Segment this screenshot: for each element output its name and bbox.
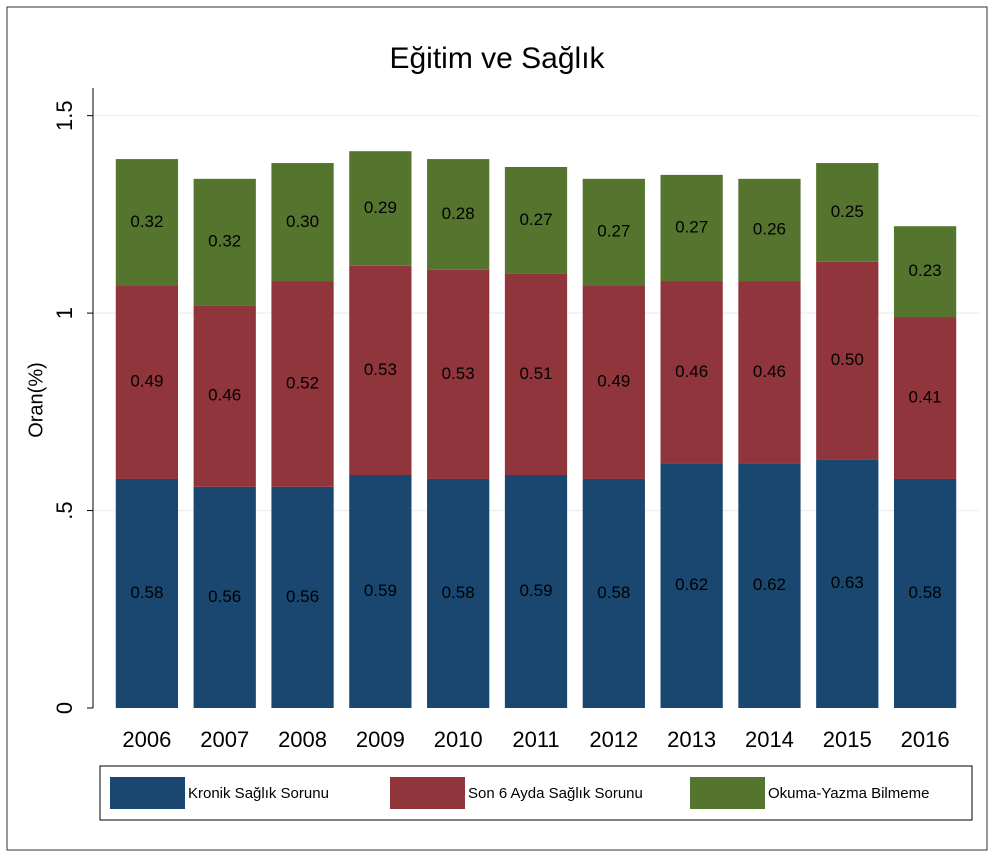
bar-segment xyxy=(738,281,801,464)
y-tick-label: .5 xyxy=(52,501,77,519)
value-label: 0.59 xyxy=(364,581,397,600)
value-label: 0.62 xyxy=(675,575,708,594)
bar-segment xyxy=(193,305,256,487)
value-label: 0.49 xyxy=(597,372,630,391)
bar-segment xyxy=(504,475,568,708)
bar-segment xyxy=(115,159,179,286)
value-label: 0.29 xyxy=(364,198,397,217)
legend-label: Son 6 Ayda Sağlık Sorunu xyxy=(468,785,643,802)
bar-segment xyxy=(582,285,645,479)
bar-segment xyxy=(193,178,256,306)
value-label: 0.51 xyxy=(519,364,552,383)
value-label: 0.30 xyxy=(286,212,319,231)
bar-segment xyxy=(660,174,723,282)
value-label: 0.52 xyxy=(286,374,319,393)
bar-segment xyxy=(816,163,879,262)
value-label: 0.49 xyxy=(130,372,163,391)
bar-segment xyxy=(271,486,334,708)
bar-segment xyxy=(271,163,334,282)
x-tick-label: 2008 xyxy=(278,727,327,752)
value-label: 0.28 xyxy=(442,204,475,223)
x-tick-label: 2010 xyxy=(434,727,483,752)
x-tick-label: 2009 xyxy=(356,727,405,752)
bar-segment xyxy=(816,261,879,460)
value-label: 0.62 xyxy=(753,575,786,594)
value-label: 0.58 xyxy=(130,583,163,602)
bar-segment xyxy=(349,151,412,266)
y-axis-title: Oran(%) xyxy=(25,362,47,438)
bar-segment xyxy=(427,269,490,479)
x-tick-label: 2006 xyxy=(122,727,171,752)
bar-segment xyxy=(349,265,412,476)
bar-segment xyxy=(660,281,723,464)
bar-segment xyxy=(893,226,957,318)
legend-box xyxy=(99,765,973,821)
value-label: 0.58 xyxy=(442,583,475,602)
value-label: 0.53 xyxy=(364,360,397,379)
legend-swatch xyxy=(690,777,765,809)
y-tick-label: 1 xyxy=(52,307,77,319)
value-label: 0.53 xyxy=(442,364,475,383)
x-tick-label: 2007 xyxy=(200,727,249,752)
value-label: 0.23 xyxy=(909,261,942,280)
x-tick-label: 2016 xyxy=(901,727,950,752)
value-label: 0.32 xyxy=(130,212,163,231)
value-label: 0.32 xyxy=(208,231,241,250)
value-label: 0.46 xyxy=(208,386,241,405)
value-label: 0.59 xyxy=(519,581,552,600)
value-label: 0.58 xyxy=(909,583,942,602)
bar-segment xyxy=(349,475,412,708)
bar-segment xyxy=(504,166,568,274)
value-label: 0.58 xyxy=(597,583,630,602)
legend-label: Okuma-Yazma Bilmeme xyxy=(768,785,929,802)
value-label: 0.26 xyxy=(753,220,786,239)
bar-segment xyxy=(738,463,801,708)
value-label: 0.46 xyxy=(675,362,708,381)
bar-segment xyxy=(893,317,957,479)
bar-segment xyxy=(738,178,801,282)
x-tick-label: 2012 xyxy=(589,727,638,752)
value-label: 0.56 xyxy=(208,587,241,606)
value-label: 0.46 xyxy=(753,362,786,381)
chart-title: Eğitim ve Sağlık xyxy=(389,42,605,75)
value-label: 0.27 xyxy=(597,222,630,241)
value-label: 0.27 xyxy=(519,210,552,229)
y-tick-label: 1.5 xyxy=(52,100,77,131)
bar-segment xyxy=(504,273,568,476)
legend-swatch xyxy=(110,777,185,809)
bar-segment xyxy=(427,478,490,708)
bar-segment xyxy=(893,478,957,708)
bar-segment xyxy=(660,463,723,708)
value-label: 0.56 xyxy=(286,587,319,606)
x-tick-label: 2011 xyxy=(512,727,559,752)
bar-segment xyxy=(816,459,879,708)
x-tick-label: 2015 xyxy=(823,727,872,752)
x-tick-label: 2013 xyxy=(667,727,716,752)
bar-segment xyxy=(115,285,179,479)
bar-segment xyxy=(582,178,645,286)
value-label: 0.27 xyxy=(675,218,708,237)
bar-segment xyxy=(193,486,256,708)
value-label: 0.41 xyxy=(909,387,942,406)
legend-label: Kronik Sağlık Sorunu xyxy=(188,785,329,802)
value-label: 0.50 xyxy=(831,350,864,369)
x-tick-label: 2014 xyxy=(745,727,794,752)
legend-swatch xyxy=(390,777,465,809)
bar-segment xyxy=(582,478,645,708)
value-label: 0.25 xyxy=(831,202,864,221)
bar-segment xyxy=(271,281,334,487)
bar-segment xyxy=(427,159,490,270)
y-tick-label: 0 xyxy=(52,702,77,714)
bar-segment xyxy=(115,478,179,708)
value-label: 0.63 xyxy=(831,573,864,592)
